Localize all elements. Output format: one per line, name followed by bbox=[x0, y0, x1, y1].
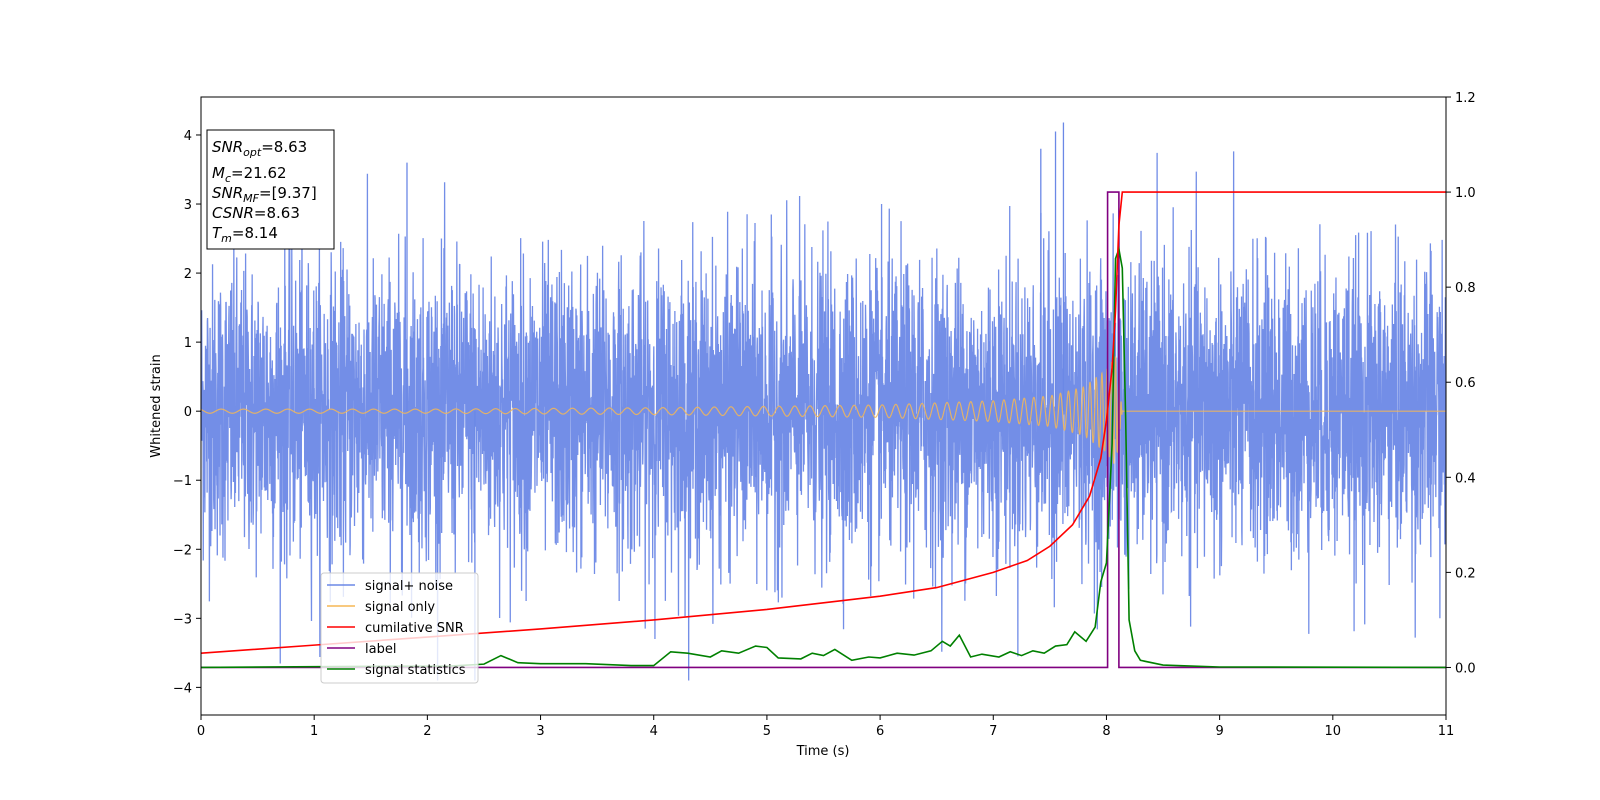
y-tick-label: 2 bbox=[184, 267, 192, 282]
x-tick-label: 4 bbox=[650, 724, 658, 739]
y2-tick-label: 0.8 bbox=[1455, 281, 1476, 296]
y-tick-label: 4 bbox=[184, 129, 192, 144]
x-tick-label: 10 bbox=[1325, 724, 1342, 739]
legend-label-signal-statistics: signal statistics bbox=[365, 663, 466, 678]
series-signal-statistics-line bbox=[201, 246, 1446, 669]
y2-tick-label: 0.4 bbox=[1455, 471, 1476, 486]
info-snr-mf: SNRMF=[9.37] bbox=[212, 184, 317, 205]
y-axis-label: Whitened strain bbox=[149, 354, 164, 457]
x-tick-label: 7 bbox=[989, 724, 997, 739]
y2-tick-label: 1.0 bbox=[1455, 186, 1476, 201]
series-cumulative-snr-line bbox=[201, 191, 1446, 654]
legend-label-label: label bbox=[365, 642, 396, 657]
plot-frame bbox=[200, 96, 1447, 716]
y-axis-left: 4 3 2 1 0 −1 −2 −3 −4 bbox=[173, 129, 201, 696]
y2-tick-label: 1.2 bbox=[1455, 91, 1476, 106]
x-tick-label: 8 bbox=[1102, 724, 1110, 739]
y-tick-label: 1 bbox=[184, 336, 192, 351]
y-tick-label: −3 bbox=[173, 612, 192, 627]
x-tick-label: 1 bbox=[310, 724, 318, 739]
y-tick-label: 3 bbox=[184, 198, 192, 213]
info-box: SNRopt=8.63 Mc=21.62 SNRMF=[9.37] CSNR=8… bbox=[206, 129, 335, 250]
y-tick-label: −1 bbox=[173, 474, 192, 489]
series-signal-noise-line bbox=[201, 151, 1446, 681]
x-axis: 0 1 2 3 4 5 6 7 8 9 10 11 bbox=[197, 715, 1454, 739]
y-axis-right: 1.2 1.0 0.8 0.6 0.4 0.2 0.0 bbox=[1446, 91, 1476, 676]
legend-label-signal-noise: signal+ noise bbox=[365, 579, 453, 594]
y2-tick-label: 0.0 bbox=[1455, 661, 1476, 676]
y-tick-label: −4 bbox=[173, 681, 192, 696]
plot-series-group bbox=[201, 122, 1446, 681]
info-box-frame bbox=[206, 129, 335, 250]
info-mc: Mc=21.62 bbox=[212, 164, 287, 185]
series-signal-only-line bbox=[201, 356, 1446, 464]
legend-label-signal-only: signal only bbox=[365, 600, 435, 615]
info-tm: Tm=8.14 bbox=[212, 224, 278, 245]
x-tick-label: 9 bbox=[1215, 724, 1223, 739]
y2-tick-label: 0.6 bbox=[1455, 376, 1476, 391]
y2-tick-label: 0.2 bbox=[1455, 566, 1476, 581]
info-snr-opt: SNRopt=8.63 bbox=[212, 138, 307, 159]
x-tick-label: 2 bbox=[423, 724, 431, 739]
y-tick-label: −2 bbox=[173, 543, 192, 558]
x-tick-label: 6 bbox=[876, 724, 884, 739]
series-label-line bbox=[201, 191, 1446, 669]
legend: signal+ noise signal only cumilative SNR… bbox=[320, 572, 479, 684]
x-axis-label: Time (s) bbox=[796, 744, 850, 759]
y-tick-label: 0 bbox=[184, 405, 192, 420]
legend-label-cumulative-snr: cumilative SNR bbox=[365, 621, 464, 636]
x-tick-label: 0 bbox=[197, 724, 205, 739]
x-tick-label: 11 bbox=[1438, 724, 1455, 739]
info-csnr: CSNR=8.63 bbox=[212, 204, 300, 222]
legend-frame bbox=[320, 572, 479, 684]
x-tick-label: 3 bbox=[536, 724, 544, 739]
x-tick-label: 5 bbox=[763, 724, 771, 739]
